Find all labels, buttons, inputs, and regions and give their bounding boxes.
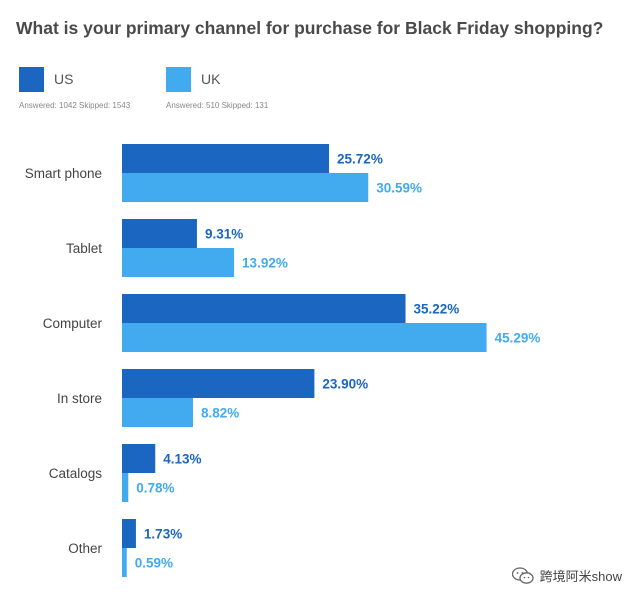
bar-uk-computer bbox=[122, 323, 487, 352]
bar-uk-in-store bbox=[122, 398, 194, 427]
value-label-us-other: 1.73% bbox=[144, 527, 182, 542]
category-label-smart-phone: Smart phone bbox=[25, 166, 102, 181]
bar-us-in-store bbox=[122, 369, 315, 398]
value-label-uk-tablet: 13.92% bbox=[242, 256, 288, 271]
legend-meta-uk: Answered: 510 Skipped: 131 bbox=[166, 101, 269, 110]
legend-label-uk: UK bbox=[201, 71, 221, 87]
bar-us-other bbox=[122, 519, 136, 548]
value-label-uk-computer: 45.29% bbox=[495, 331, 541, 346]
legend-meta-us: Answered: 1042 Skipped: 1543 bbox=[19, 101, 131, 110]
legend-swatch-uk bbox=[166, 67, 191, 92]
watermark: 跨境阿米show bbox=[511, 566, 622, 588]
value-label-us-in-store: 23.90% bbox=[322, 377, 368, 392]
category-label-other: Other bbox=[68, 541, 102, 556]
chart-title: What is your primary channel for purchas… bbox=[16, 18, 604, 38]
value-label-us-computer: 35.22% bbox=[414, 302, 460, 317]
value-label-uk-in-store: 8.82% bbox=[201, 406, 239, 421]
value-label-uk-other: 0.59% bbox=[135, 556, 173, 571]
value-label-uk-catalogs: 0.78% bbox=[136, 481, 174, 496]
category-label-tablet: Tablet bbox=[66, 241, 102, 256]
bar-us-catalogs bbox=[122, 444, 156, 473]
legend-label-us: US bbox=[54, 71, 74, 87]
bar-chart: Smart phone 25.72% 30.59% Tablet 9.31% 13.92%… bbox=[25, 144, 541, 577]
value-label-uk-smart-phone: 30.59% bbox=[376, 181, 422, 196]
bar-uk-catalogs bbox=[122, 473, 129, 502]
value-label-us-smart-phone: 25.72% bbox=[337, 152, 383, 167]
category-label-in-store: In store bbox=[57, 391, 102, 406]
bar-uk-other bbox=[122, 548, 127, 577]
bar-us-tablet bbox=[122, 219, 197, 248]
wechat-icon bbox=[511, 567, 534, 588]
bar-uk-smart-phone bbox=[122, 173, 369, 202]
watermark-text: 跨境阿米show bbox=[539, 569, 622, 584]
value-label-us-tablet: 9.31% bbox=[205, 227, 243, 242]
bar-us-computer bbox=[122, 294, 406, 323]
category-label-computer: Computer bbox=[43, 316, 103, 331]
value-label-us-catalogs: 4.13% bbox=[163, 452, 201, 467]
bar-uk-tablet bbox=[122, 248, 235, 277]
bar-us-smart-phone bbox=[122, 144, 330, 173]
legend-swatch-us bbox=[19, 67, 44, 92]
category-label-catalogs: Catalogs bbox=[49, 466, 103, 481]
